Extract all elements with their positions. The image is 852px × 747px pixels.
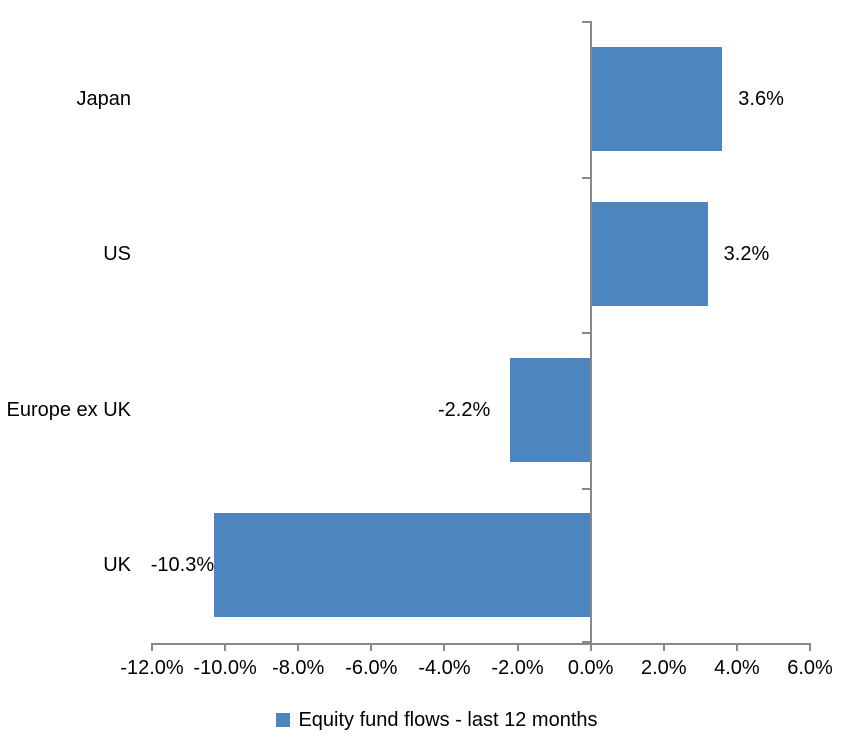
- x-axis-tick: [662, 643, 665, 651]
- legend-label: Equity fund flows - last 12 months: [298, 709, 598, 731]
- x-tick-label-2: -8.0%: [272, 657, 325, 679]
- x-tick-label-3: -6.0%: [345, 657, 398, 679]
- category-label-japan: Japan: [76, 87, 132, 110]
- x-axis-tick: [516, 643, 519, 651]
- x-axis-tick: [151, 643, 153, 651]
- data-label-europe-ex-uk: -2.2%: [437, 398, 491, 421]
- x-tick-label-0: -12.0%: [120, 657, 184, 679]
- x-tick-label-7: 2.0%: [640, 657, 687, 679]
- x-axis-tick: [370, 643, 373, 651]
- value-axis-zero-line: [589, 21, 592, 643]
- bar-europe-ex-uk: [510, 357, 591, 462]
- category-label-europe-ex-uk: Europe ex UK: [6, 398, 131, 421]
- category-axis-tick: [581, 176, 590, 179]
- bar-us: [590, 202, 708, 307]
- x-tick-label-8: 4.0%: [714, 657, 760, 679]
- x-axis-tick: [589, 643, 592, 651]
- x-axis-line: [151, 643, 811, 645]
- x-tick-label-9: 6.0%: [787, 657, 833, 679]
- bar-uk: [214, 513, 591, 618]
- x-tick-label-4: -4.0%: [418, 657, 471, 679]
- x-axis-tick: [809, 643, 811, 651]
- data-label-uk: -10.3%: [150, 554, 215, 577]
- x-axis-tick: [735, 643, 738, 651]
- category-axis-tick: [581, 487, 590, 490]
- x-tick-label-6: 0.0%: [567, 657, 614, 679]
- x-axis-tick: [297, 643, 300, 651]
- x-axis-tick: [443, 643, 446, 651]
- data-label-us: 3.2%: [723, 243, 770, 266]
- x-tick-label-5: -2.0%: [491, 657, 544, 679]
- category-axis-tick: [581, 641, 590, 643]
- data-label-japan: 3.6%: [738, 87, 784, 110]
- legend: Equity fund flows - last 12 months: [0, 706, 852, 734]
- legend-color-swatch: [276, 713, 291, 727]
- category-label-us: US: [103, 243, 131, 266]
- x-axis-tick: [224, 643, 227, 651]
- category-axis-tick: [581, 332, 590, 334]
- category-axis-tick: [581, 21, 590, 23]
- x-tick-label-1: -10.0%: [193, 657, 257, 679]
- bar-japan: [590, 46, 723, 151]
- category-label-uk: UK: [103, 554, 131, 577]
